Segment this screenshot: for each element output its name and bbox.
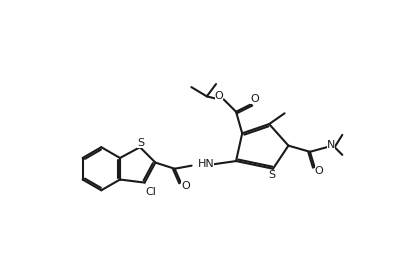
- Text: O: O: [314, 166, 323, 176]
- Text: HN: HN: [197, 159, 214, 169]
- Text: O: O: [180, 181, 189, 191]
- Text: O: O: [214, 91, 223, 101]
- Text: O: O: [249, 94, 258, 104]
- Text: Cl: Cl: [145, 187, 156, 197]
- Text: N: N: [326, 140, 334, 150]
- Text: S: S: [137, 138, 144, 148]
- Text: S: S: [267, 170, 274, 180]
